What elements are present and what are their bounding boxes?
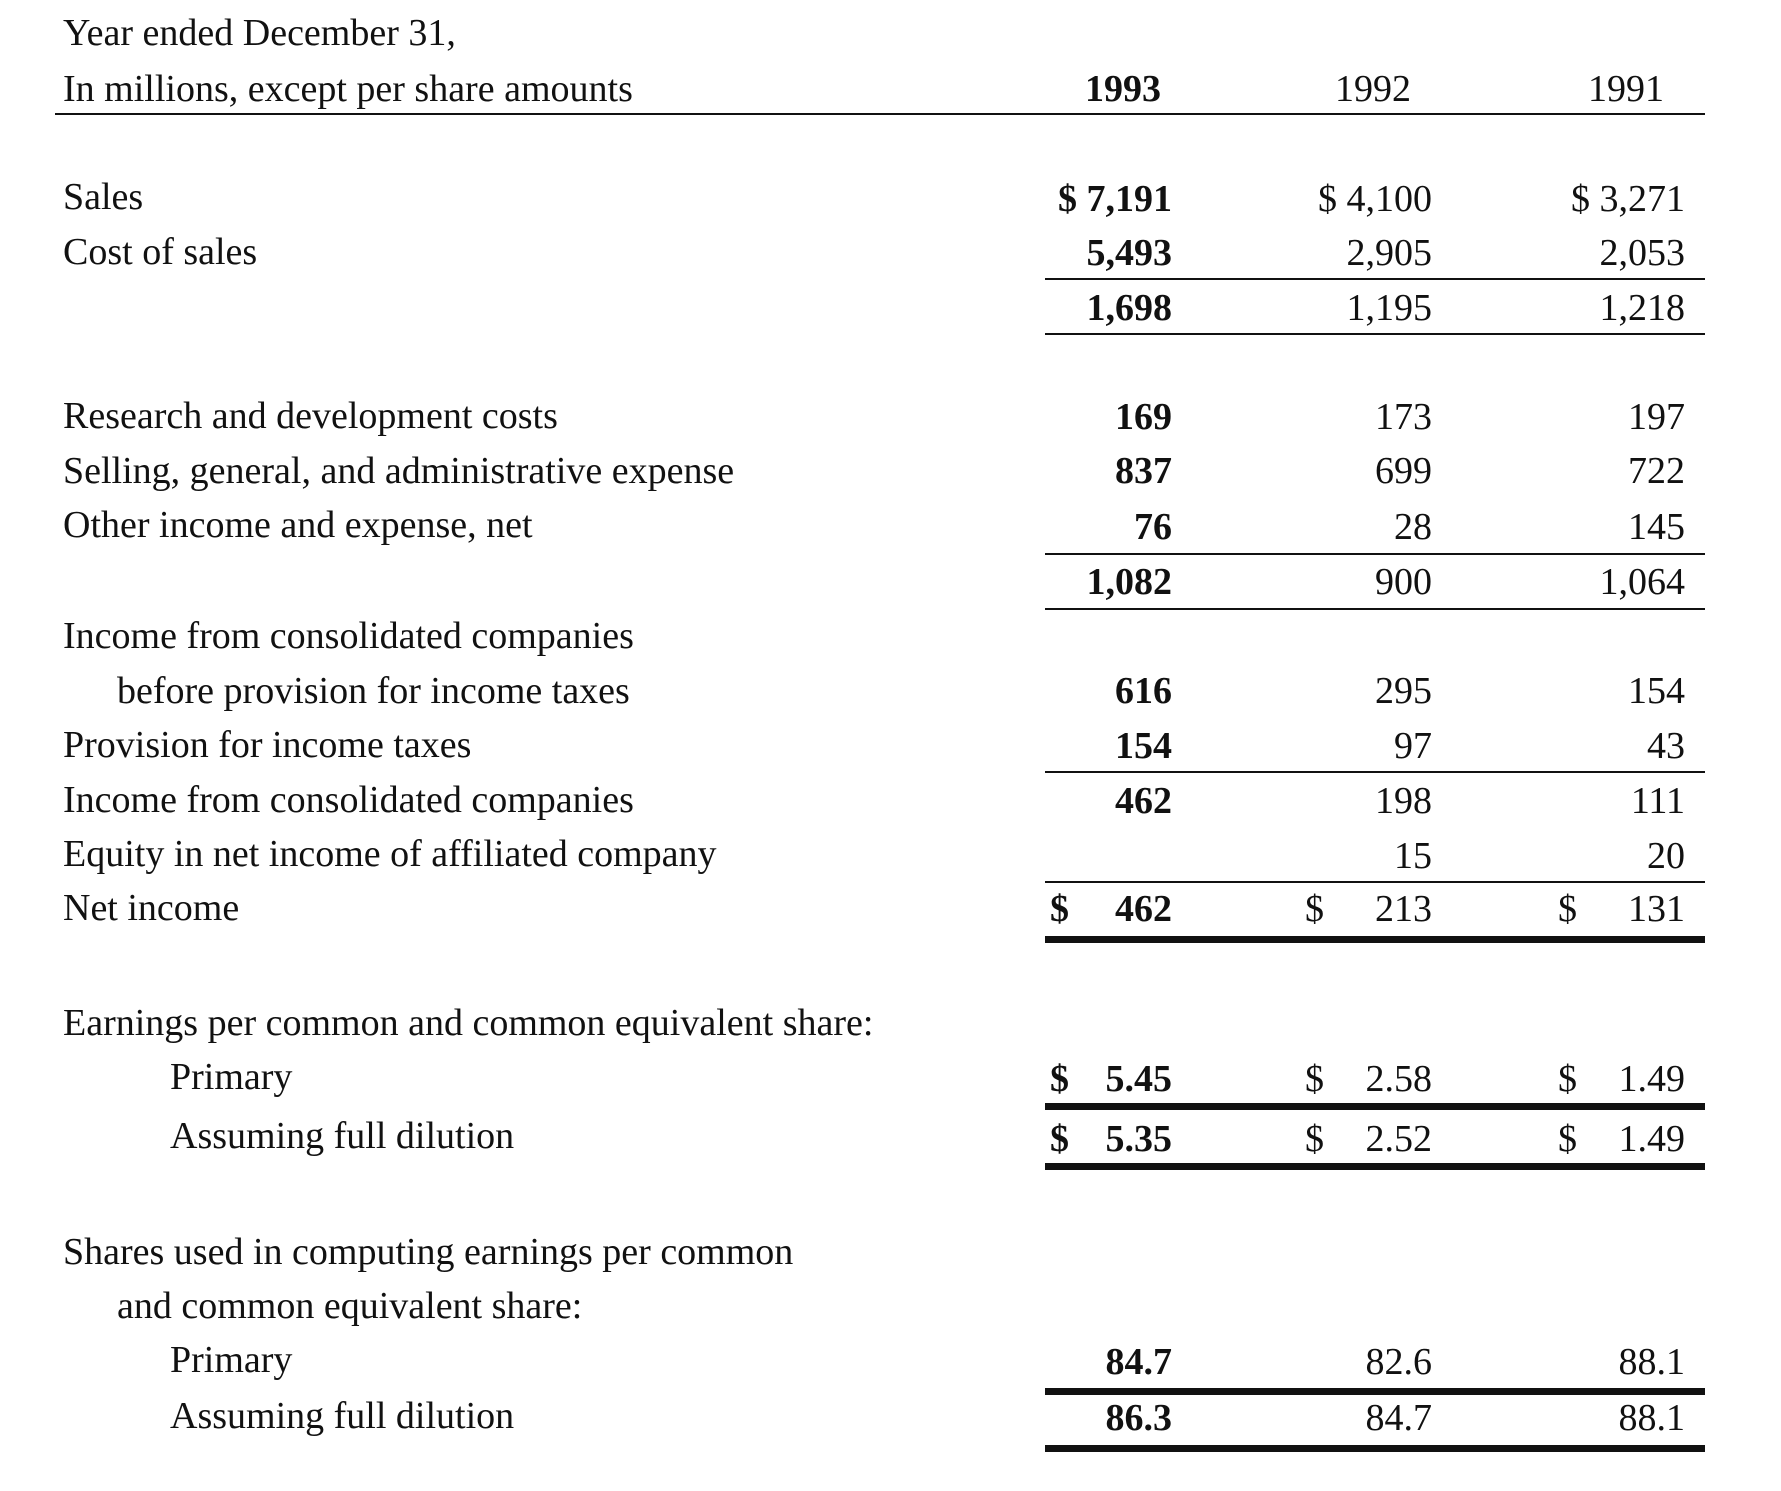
cell-shares-primary-1993: 84.7 (1105, 1341, 1173, 1383)
row-label-eps-dilution: Assuming full dilution (170, 1115, 515, 1157)
subtotal-rule-2 (1045, 553, 1705, 555)
currency-net-income-1992: $ (1305, 888, 1324, 930)
double-rule-eps-dilution (1045, 1163, 1705, 1170)
cell-taxes-1993: 154 (1115, 725, 1172, 767)
currency-eps-primary-1993: $ (1050, 1058, 1069, 1100)
cell-cost-of-sales-1993: 5,493 (1086, 232, 1173, 274)
cell-eps-primary-1993: 5.45 (1105, 1058, 1173, 1100)
currency-net-income-1991: $ (1558, 888, 1577, 930)
row-label-income-consolidated-heading: Income from consolidated companies (63, 615, 634, 657)
cell-income-consolidated-1993: 462 (1115, 780, 1172, 822)
total-rule-1 (1045, 333, 1705, 335)
cell-expenses-1991: 1,064 (1599, 561, 1686, 603)
header-line-2: In millions, except per share amounts (63, 68, 633, 110)
cell-eps-dilution-1993: 5.35 (1105, 1118, 1173, 1160)
cell-net-income-1992: 213 (1375, 888, 1432, 930)
row-label-shares-primary: Primary (170, 1339, 293, 1381)
row-label-other-income: Other income and expense, net (63, 504, 533, 546)
cell-cost-of-sales-1991: 2,053 (1599, 232, 1686, 274)
cell-sales-1992: $ 4,100 (1318, 178, 1432, 220)
cell-pretax-1993: 616 (1115, 670, 1172, 712)
row-label-shares-dilution: Assuming full dilution (170, 1395, 515, 1437)
cell-net-income-1991: 131 (1628, 888, 1685, 930)
row-label-net-income: Net income (63, 887, 240, 929)
cell-shares-primary-1992: 82.6 (1365, 1341, 1433, 1383)
currency-eps-primary-1991: $ (1558, 1058, 1577, 1100)
row-label-shares-heading: Shares used in computing earnings per co… (63, 1231, 794, 1273)
currency-eps-primary-1992: $ (1305, 1058, 1324, 1100)
cell-sales-1993: $ 7,191 (1058, 178, 1172, 220)
cell-pretax-1992: 295 (1375, 670, 1432, 712)
cell-other-1991: 145 (1628, 506, 1685, 548)
cell-expenses-1992: 900 (1375, 561, 1432, 603)
row-label-sga: Selling, general, and administrative exp… (63, 450, 735, 492)
year-header-1991: 1991 (1588, 68, 1664, 110)
cell-pretax-1991: 154 (1628, 670, 1685, 712)
cell-eps-dilution-1992: 2.52 (1365, 1118, 1433, 1160)
cell-shares-dilution-1993: 86.3 (1105, 1397, 1173, 1439)
double-rule-shares-dilution (1045, 1445, 1705, 1452)
row-label-eps-primary: Primary (170, 1056, 293, 1098)
header-line-1: Year ended December 31, (63, 12, 456, 54)
cell-rnd-1993: 169 (1115, 396, 1172, 438)
cell-net-income-1993: 462 (1115, 888, 1172, 930)
cell-shares-dilution-1992: 84.7 (1365, 1397, 1433, 1439)
row-label-sales: Sales (63, 176, 144, 218)
double-rule-eps-primary (1045, 1103, 1705, 1110)
row-label-equity-income: Equity in net income of affiliated compa… (63, 833, 717, 875)
cell-equity-1992: 15 (1394, 835, 1432, 877)
cell-expenses-1993: 1,082 (1086, 561, 1173, 603)
row-label-income-consolidated: Income from consolidated companies (63, 779, 634, 821)
cell-shares-primary-1991: 88.1 (1618, 1341, 1686, 1383)
cell-sales-1991: $ 3,271 (1571, 178, 1685, 220)
currency-net-income-1993: $ (1050, 888, 1069, 930)
cell-eps-primary-1991: 1.49 (1618, 1058, 1686, 1100)
year-header-1993: 1993 (1085, 68, 1161, 110)
row-label-rnd: Research and development costs (63, 395, 558, 437)
cell-cost-of-sales-1992: 2,905 (1346, 232, 1433, 274)
cell-sga-1992: 699 (1375, 450, 1432, 492)
cell-other-1992: 28 (1394, 506, 1432, 548)
total-rule-2 (1045, 608, 1705, 610)
cell-gross-1993: 1,698 (1086, 287, 1173, 329)
cell-sga-1991: 722 (1628, 450, 1685, 492)
row-label-eps-heading: Earnings per common and common equivalen… (63, 1002, 874, 1044)
cell-rnd-1991: 197 (1628, 396, 1685, 438)
double-rule-net-income (1045, 936, 1705, 943)
cell-other-1993: 76 (1134, 506, 1172, 548)
subtotal-rule-4 (1045, 881, 1705, 883)
cell-income-consolidated-1991: 111 (1630, 780, 1685, 822)
cell-taxes-1992: 97 (1394, 725, 1432, 767)
cell-eps-dilution-1991: 1.49 (1618, 1118, 1686, 1160)
cell-rnd-1992: 173 (1375, 396, 1432, 438)
currency-eps-dilution-1992: $ (1305, 1118, 1324, 1160)
cell-shares-dilution-1991: 88.1 (1618, 1397, 1686, 1439)
row-label-cost-of-sales: Cost of sales (63, 231, 258, 273)
cell-eps-primary-1992: 2.58 (1365, 1058, 1433, 1100)
cell-gross-1991: 1,218 (1599, 287, 1686, 329)
header-rule (55, 113, 1705, 115)
cell-taxes-1991: 43 (1647, 725, 1685, 767)
cell-equity-1991: 20 (1647, 835, 1685, 877)
subtotal-rule-3 (1045, 771, 1705, 773)
year-header-1992: 1992 (1335, 68, 1411, 110)
row-label-before-provision: before provision for income taxes (117, 670, 630, 712)
row-label-shares-heading-2: and common equivalent share: (117, 1285, 583, 1327)
row-label-provision-taxes: Provision for income taxes (63, 724, 472, 766)
currency-eps-dilution-1991: $ (1558, 1118, 1577, 1160)
double-rule-shares-primary (1045, 1388, 1705, 1395)
currency-eps-dilution-1993: $ (1050, 1118, 1069, 1160)
cell-gross-1992: 1,195 (1346, 287, 1433, 329)
subtotal-rule-1 (1045, 278, 1705, 280)
cell-sga-1993: 837 (1115, 450, 1172, 492)
cell-income-consolidated-1992: 198 (1375, 780, 1432, 822)
